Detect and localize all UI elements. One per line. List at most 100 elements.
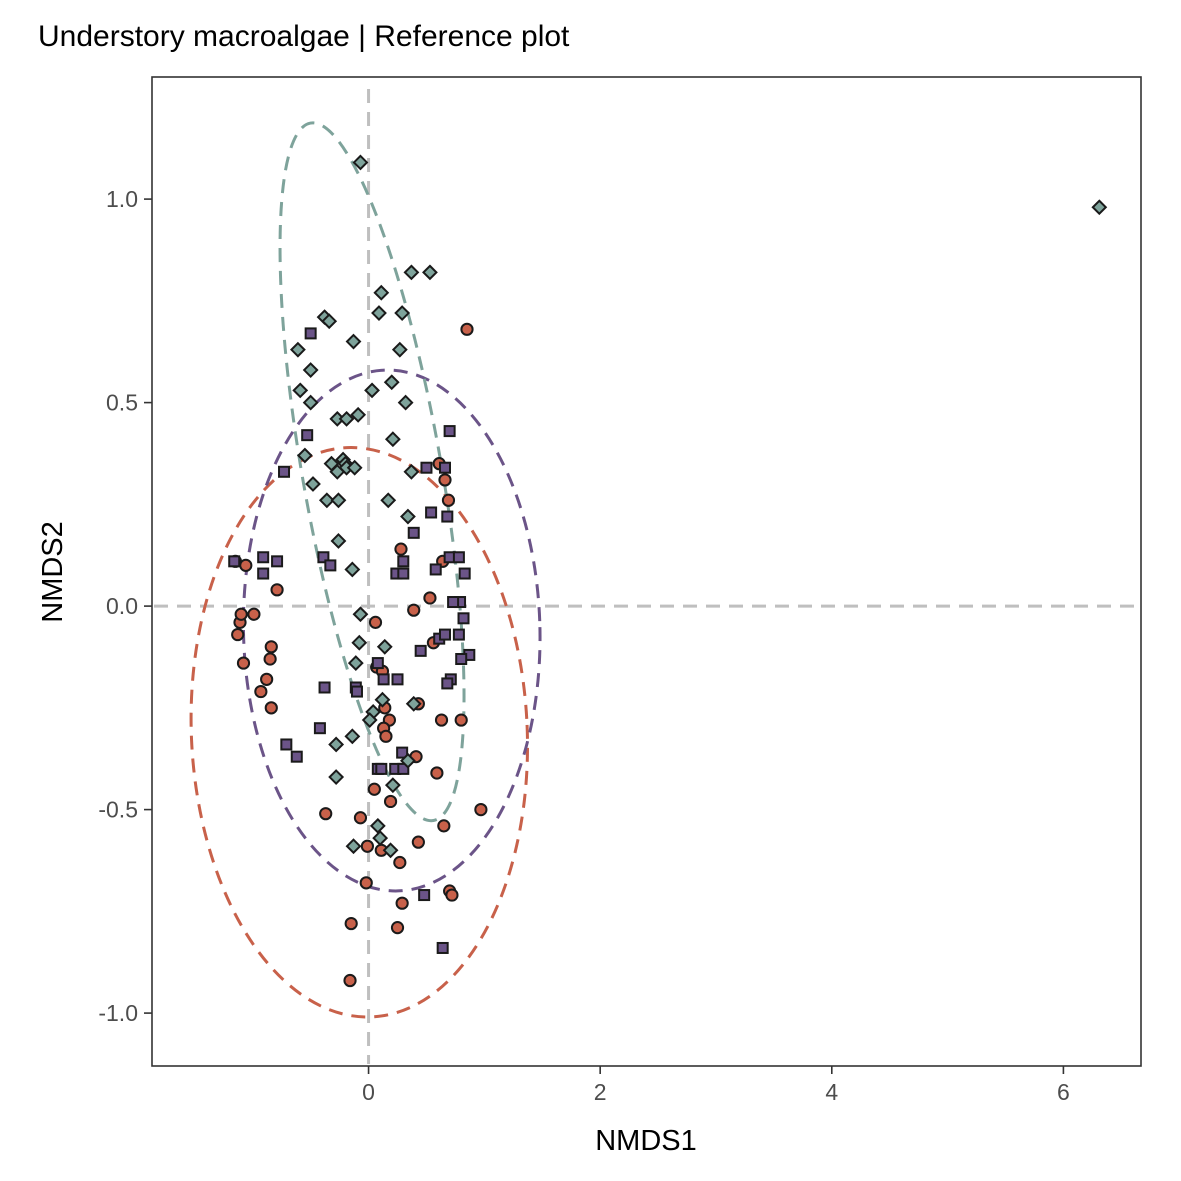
point-circle	[379, 729, 393, 743]
point-square	[429, 563, 442, 576]
point-diamond	[305, 476, 321, 492]
point-circle	[264, 640, 278, 654]
point-square	[350, 685, 363, 698]
point-diamond	[376, 638, 393, 655]
point-circle	[270, 583, 284, 597]
point-diamond	[338, 410, 355, 427]
point-square	[420, 461, 433, 474]
point-square	[313, 722, 326, 735]
point-circle	[368, 615, 383, 629]
confidence-ellipse-1	[189, 446, 530, 1019]
point-diamond	[302, 394, 319, 411]
point-diamond	[330, 533, 347, 549]
point-circle	[411, 835, 425, 849]
point-diamond	[330, 492, 347, 509]
point-circle	[319, 807, 333, 821]
point-square	[391, 673, 404, 686]
point-diamond	[384, 431, 401, 448]
point-diamond	[361, 712, 378, 728]
y-axis: -1.0 -0.5 0.0 0.5 1.0	[98, 186, 152, 1026]
point-square	[257, 567, 270, 580]
point-square	[228, 555, 241, 568]
point-circle	[264, 701, 278, 715]
point-square	[407, 526, 420, 539]
y-axis-title: NMDS2	[37, 521, 69, 623]
point-circle	[239, 558, 253, 572]
point-diamond	[400, 752, 416, 769]
point-square	[452, 551, 465, 564]
point-diamond	[328, 736, 345, 753]
point-diamond	[394, 305, 411, 321]
point-square	[443, 425, 456, 438]
point-diamond	[371, 305, 387, 321]
point-circle	[247, 607, 261, 621]
point-diamond	[352, 606, 369, 623]
point-diamond	[321, 313, 338, 330]
point-diamond	[352, 154, 369, 171]
point-square	[290, 750, 303, 763]
point-diamond	[369, 817, 386, 834]
point-square	[271, 555, 284, 568]
point-circle	[260, 672, 274, 686]
point-diamond	[296, 447, 313, 464]
point-square	[397, 555, 410, 568]
point-diamond	[345, 333, 362, 350]
point-diamond	[380, 492, 397, 509]
x-axis: 0 2 4 6	[362, 1066, 1070, 1105]
point-square	[414, 644, 427, 657]
point-square	[441, 677, 454, 690]
point-circle	[359, 876, 373, 890]
point-diamond	[1091, 199, 1108, 216]
point-diamond	[302, 362, 319, 378]
point-circle	[367, 782, 381, 796]
point-square	[438, 461, 451, 474]
point-square	[301, 429, 314, 442]
point-square	[280, 738, 293, 751]
point-diamond	[405, 695, 422, 712]
point-circle	[236, 656, 251, 670]
chart-title: Understory macroalgae | Reference plot	[38, 20, 570, 53]
y-tick-label: 0.5	[106, 390, 138, 416]
point-circle	[343, 973, 357, 988]
point-circle	[395, 896, 409, 910]
point-diamond	[391, 341, 408, 358]
point-square	[375, 762, 388, 775]
point-square	[438, 628, 451, 641]
point-circle	[474, 802, 488, 817]
point-circle	[430, 766, 444, 780]
point-diamond	[350, 406, 367, 423]
point-diamond	[384, 777, 401, 794]
point-diamond	[364, 382, 380, 399]
point-circle	[437, 819, 451, 833]
point-square	[318, 681, 331, 694]
point-square	[396, 746, 409, 759]
y-tick-label: 1.0	[106, 186, 138, 212]
point-circle	[254, 684, 268, 699]
point-square	[425, 506, 438, 519]
point-circle	[231, 627, 245, 642]
point-diamond	[403, 463, 420, 480]
point-circle	[423, 591, 437, 605]
point-circle	[360, 839, 375, 853]
point-diamond	[347, 655, 364, 671]
point-diamond	[290, 341, 306, 358]
point-circle	[344, 916, 358, 931]
point-diamond	[373, 284, 390, 301]
x-axis-title: NMDS1	[595, 1125, 697, 1157]
point-circle	[234, 607, 248, 621]
y-tick-label: 0.0	[106, 593, 138, 619]
point-circle	[383, 794, 398, 809]
point-square	[441, 510, 454, 523]
point-square	[377, 673, 390, 686]
point-square	[447, 596, 460, 609]
point-diamond	[372, 830, 389, 846]
point-circle	[445, 888, 459, 902]
point-circle	[407, 603, 421, 617]
point-diamond	[351, 634, 368, 651]
point-diamond	[400, 508, 416, 525]
point-square	[397, 567, 410, 580]
point-square	[317, 551, 330, 564]
point-diamond	[318, 492, 335, 509]
point-diamond	[328, 769, 345, 785]
point-circle	[393, 855, 407, 870]
